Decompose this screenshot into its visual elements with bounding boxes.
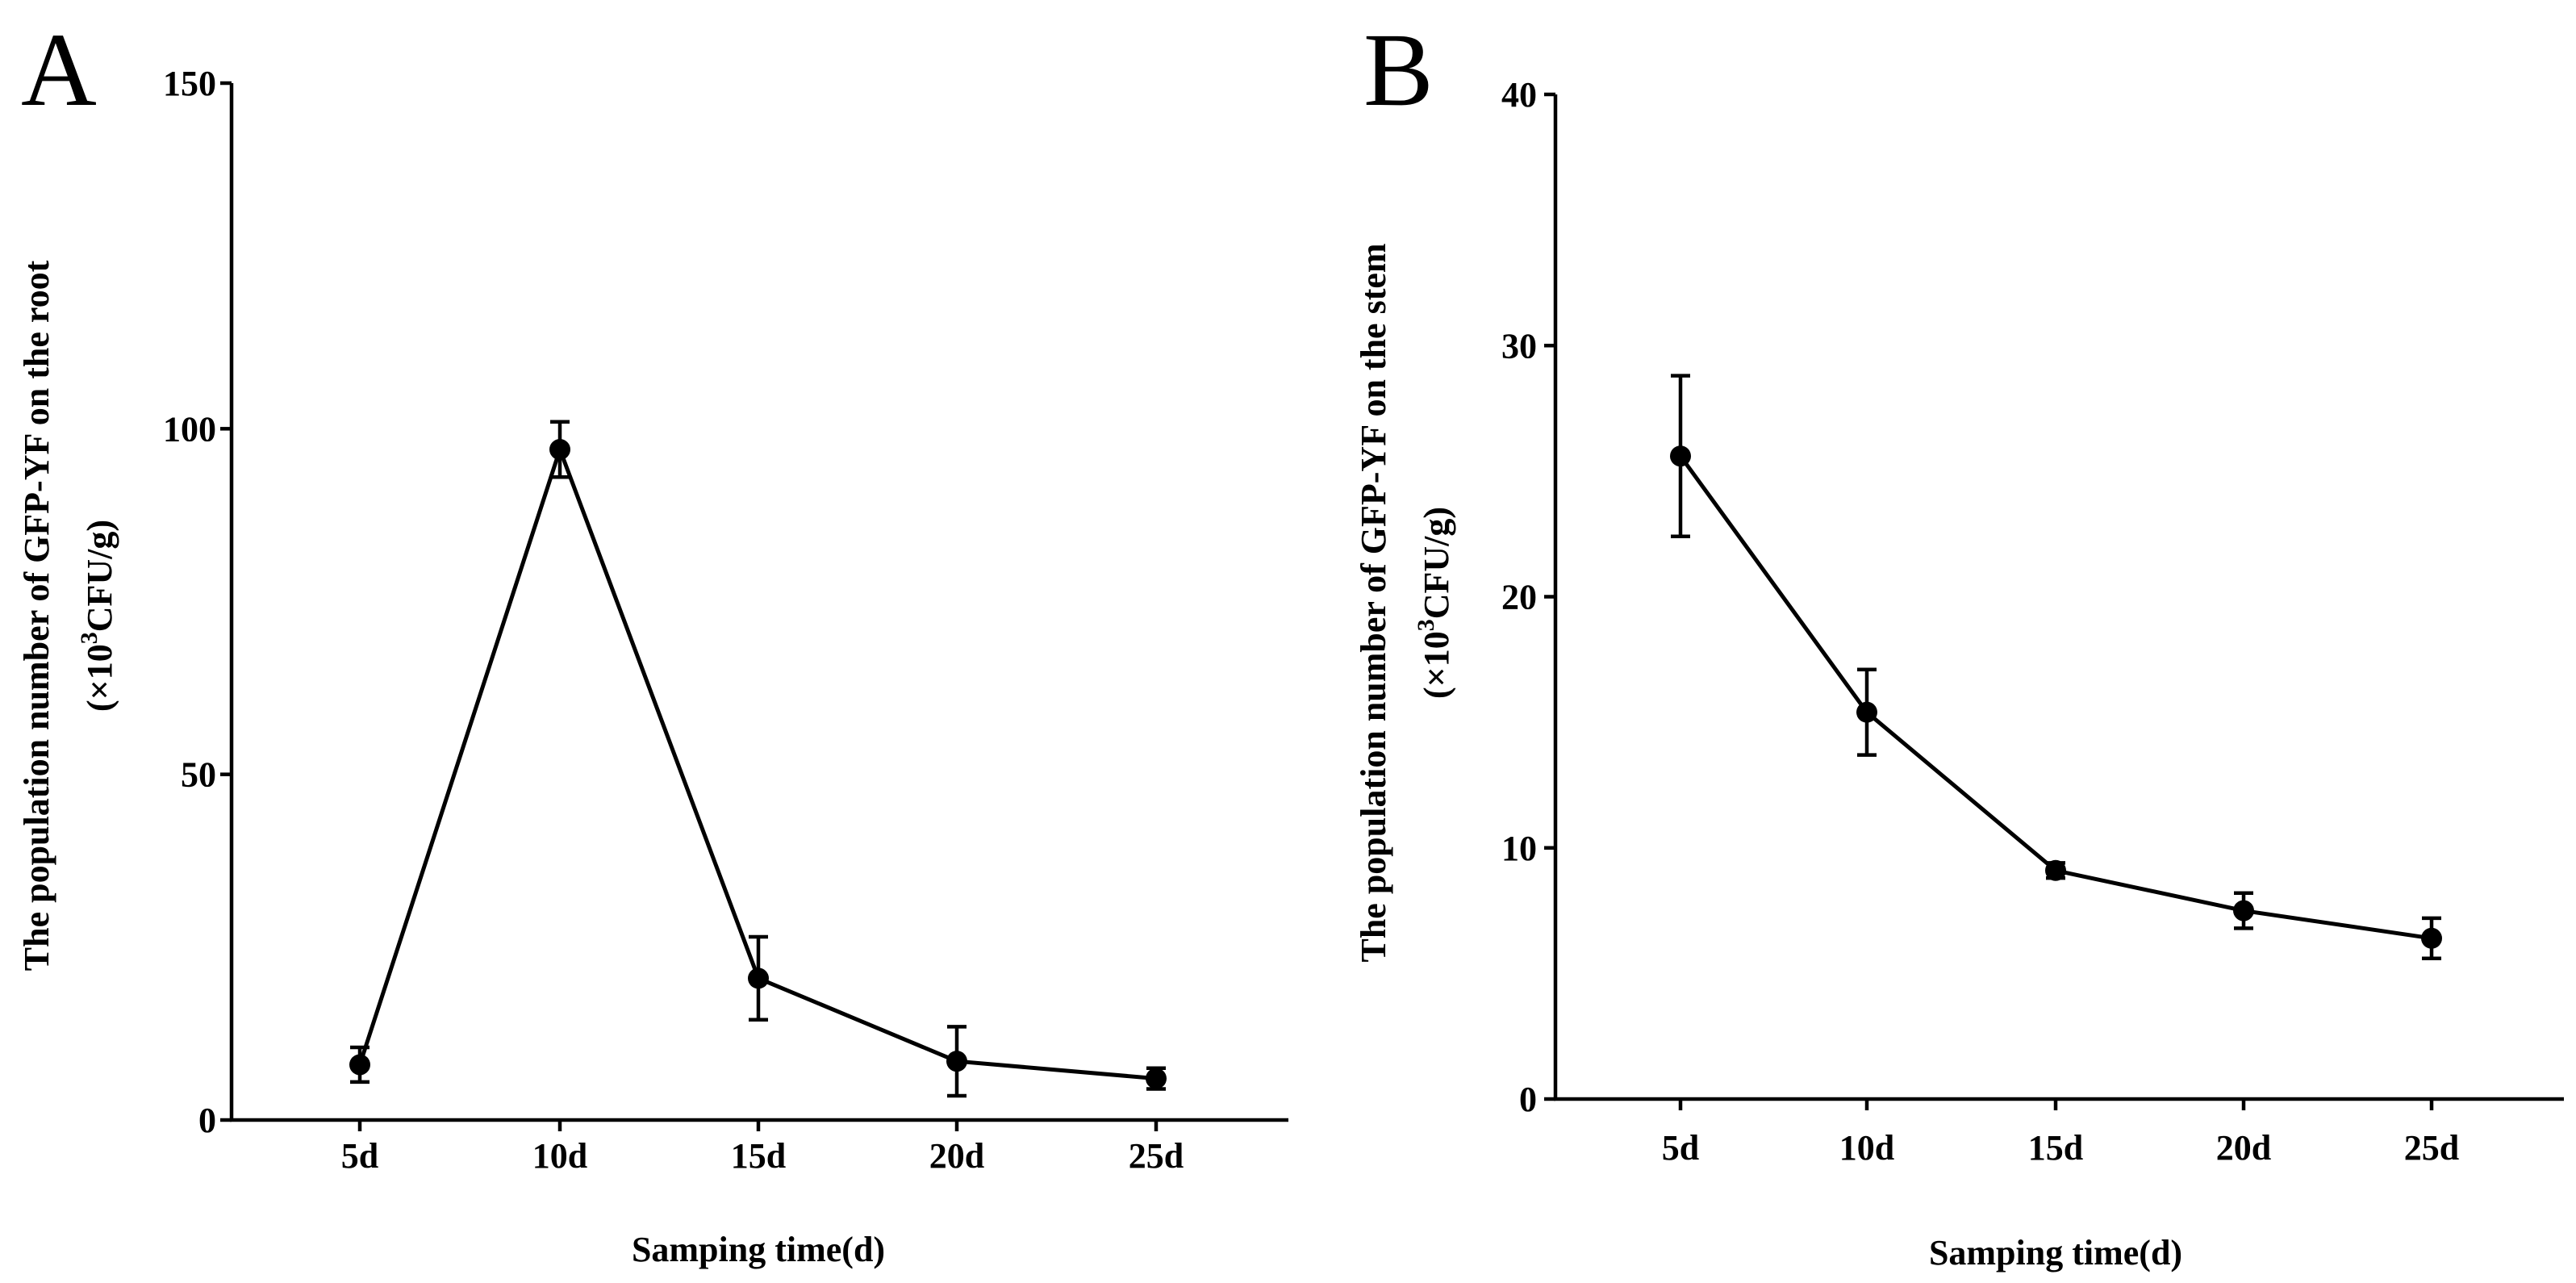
data-point bbox=[748, 967, 769, 989]
panel-a-y-axis-title: The population number of GFP-YF on the r… bbox=[17, 260, 119, 971]
data-point bbox=[1856, 701, 1877, 723]
panel-b-x-axis-title: Samping time(d) bbox=[1929, 1233, 2182, 1273]
panel-a-x-ticks: 5d 10d 15d 20d 25d bbox=[341, 1120, 1184, 1176]
data-point bbox=[2045, 859, 2066, 881]
panel-b-y-unit-prefix: (×10 bbox=[1417, 631, 1456, 699]
y-tick-label: 150 bbox=[163, 64, 216, 103]
panel-b-stem-chart: B 0 10 20 30 40 5d 10d 15d 20d 25d Samping time(… bbox=[1354, 12, 2564, 1273]
x-tick-label: 25d bbox=[1129, 1136, 1184, 1176]
panel-b-y-unit-exponent: 3 bbox=[1413, 619, 1439, 631]
panel-b-letter: B bbox=[1363, 12, 1434, 128]
panel-b-y-axis-title-line1: The population number of GFP-YF on the s… bbox=[1354, 243, 1393, 962]
y-tick-label: 50 bbox=[181, 755, 216, 795]
panel-b-x-ticks: 5d 10d 15d 20d 25d bbox=[1662, 1099, 2459, 1168]
x-tick-label: 5d bbox=[1662, 1128, 1699, 1168]
y-tick-label: 0 bbox=[1519, 1080, 1537, 1119]
data-point bbox=[2233, 900, 2254, 922]
y-tick-label: 40 bbox=[1501, 75, 1537, 115]
y-tick-label: 10 bbox=[1501, 829, 1537, 868]
panel-b-plot-area bbox=[1670, 374, 2442, 960]
panel-a-x-axis-title: Samping time(d) bbox=[632, 1230, 885, 1269]
panel-b-y-axis-title: The population number of GFP-YF on the s… bbox=[1354, 243, 1456, 962]
panel-a-y-unit-exponent: 3 bbox=[76, 632, 102, 644]
panel-b-y-ticks: 0 10 20 30 40 bbox=[1501, 75, 1555, 1119]
x-tick-label: 10d bbox=[532, 1136, 587, 1176]
data-point bbox=[549, 439, 570, 461]
y-tick-label: 0 bbox=[198, 1101, 216, 1140]
x-tick-label: 15d bbox=[731, 1136, 786, 1176]
x-tick-label: 10d bbox=[1839, 1128, 1894, 1168]
panel-a-root-chart: A 0 50 100 150 5d 10d 15d 20d 25d Samping time(… bbox=[17, 12, 1288, 1269]
x-tick-label: 20d bbox=[929, 1136, 984, 1176]
panel-a-y-unit-suffix: CFU/g) bbox=[80, 520, 119, 632]
x-tick-label: 25d bbox=[2404, 1128, 2459, 1168]
y-tick-label: 100 bbox=[163, 409, 216, 449]
x-tick-label: 20d bbox=[2216, 1128, 2271, 1168]
x-tick-label: 15d bbox=[2028, 1128, 2083, 1168]
data-point bbox=[1670, 445, 1691, 467]
panel-a-y-axis-unit: (×103CFU/g) bbox=[76, 520, 119, 712]
data-point bbox=[349, 1054, 370, 1076]
panel-b-y-axis-unit: (×103CFU/g) bbox=[1413, 507, 1456, 699]
data-point bbox=[1146, 1068, 1167, 1089]
y-tick-label: 30 bbox=[1501, 326, 1537, 366]
panel-a-y-axis-title-line1: The population number of GFP-YF on the r… bbox=[17, 260, 56, 971]
x-tick-label: 5d bbox=[341, 1136, 378, 1176]
data-point bbox=[2421, 927, 2442, 949]
panel-a-letter: A bbox=[21, 12, 97, 128]
y-tick-label: 20 bbox=[1501, 578, 1537, 617]
panel-a-y-unit-prefix: (×10 bbox=[80, 644, 119, 712]
panel-a-y-ticks: 0 50 100 150 bbox=[163, 64, 232, 1140]
panel-a-plot-area bbox=[349, 420, 1167, 1098]
panel-b-y-unit-suffix: CFU/g) bbox=[1417, 507, 1456, 619]
data-point bbox=[946, 1051, 967, 1072]
